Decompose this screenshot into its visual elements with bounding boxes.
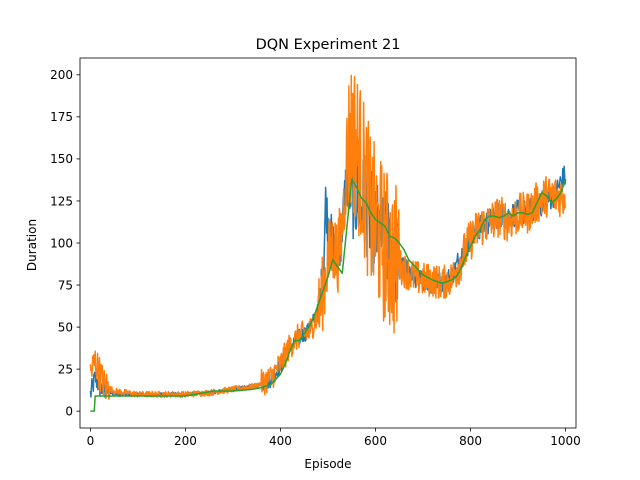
- y-tick-label: 75: [58, 278, 73, 292]
- plot-area: [89, 74, 567, 412]
- y-tick-label: 125: [50, 194, 73, 208]
- series-line-3: [90, 178, 567, 412]
- x-tick-label: 800: [459, 434, 482, 448]
- x-axis-label: Episode: [304, 457, 351, 471]
- y-tick-label: 175: [50, 110, 73, 124]
- x-tick-label: 1000: [550, 434, 581, 448]
- x-tick-label: 0: [87, 434, 95, 448]
- y-tick-label: 50: [58, 320, 73, 334]
- y-tick-label: 100: [50, 236, 73, 250]
- x-tick-label: 600: [364, 434, 387, 448]
- y-tick-label: 150: [50, 152, 73, 166]
- y-tick-label: 25: [58, 362, 73, 376]
- x-tick-label: 400: [269, 434, 292, 448]
- x-tick-label: 200: [174, 434, 197, 448]
- y-tick-label: 200: [50, 68, 73, 82]
- y-tick-label: 0: [65, 404, 73, 418]
- y-axis-label: Duration: [25, 219, 39, 271]
- chart-title: DQN Experiment 21: [256, 37, 401, 53]
- axes: 0 200 400 600 800 1000 0 25 50 75 100 125 150 175 200: [50, 57, 581, 448]
